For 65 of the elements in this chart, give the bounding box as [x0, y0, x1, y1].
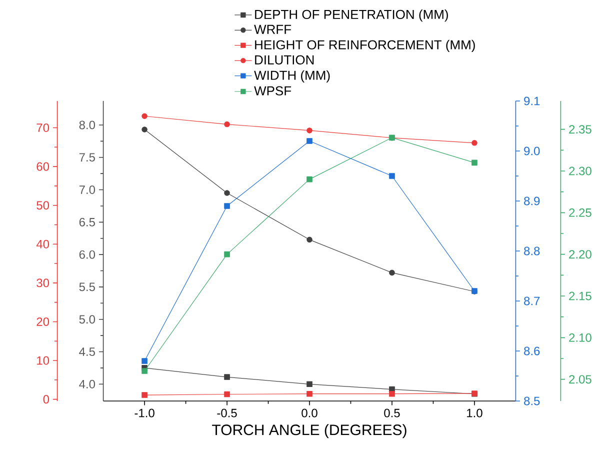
y2-tick-label: 8.9 [524, 196, 540, 206]
legend-label: WPSF [254, 86, 292, 96]
y-tick-label: 2.05 [569, 375, 592, 384]
legend-label: WRFF [254, 24, 292, 34]
y-tick-label: 4.0 [79, 380, 96, 388]
point [306, 236, 312, 243]
y2-tick-label: 9.1 [524, 96, 540, 106]
x-tick-label: 0.0 [302, 408, 318, 418]
y-tick-label: 2.35 [569, 125, 592, 134]
x-tick-label: 1.0 [467, 408, 482, 418]
point [224, 391, 230, 398]
point [306, 128, 312, 134]
y2-tick-label: 9.0 [524, 146, 540, 156]
point [224, 374, 230, 380]
y3-tick-label: 30 [36, 278, 50, 288]
point [472, 160, 478, 166]
x-tick-label: 0.5 [384, 408, 400, 418]
point [224, 190, 230, 196]
y-tick-label: 6.5 [79, 218, 95, 226]
y2-tick-label: 8.7 [524, 296, 540, 306]
y2-tick-label: 8.8 [524, 246, 540, 256]
y3-tick-label: 50 [36, 201, 50, 210]
y-tick-label: 8.0 [79, 120, 96, 130]
y2-tick-label: 8.5 [524, 396, 540, 406]
point [142, 358, 148, 364]
y3-tick-label: 40 [36, 240, 50, 248]
x-axis-title: TORCH ANGLE (DEGREES) [212, 424, 406, 438]
y-tick-label: 7.5 [79, 153, 95, 162]
point [142, 392, 148, 398]
y3-tick-label: 20 [36, 317, 50, 326]
point [389, 270, 395, 276]
x-tick-label: -0.5 [217, 408, 237, 418]
point [142, 368, 148, 374]
y3-tick-label: 60 [36, 162, 50, 171]
y-tick-label: 2.15 [569, 292, 592, 300]
y-tick-label: 2.30 [569, 166, 592, 176]
y-tick-label: 6.0 [79, 250, 96, 259]
y-tick-label: 2.10 [569, 333, 592, 342]
y-tick-label: 4.5 [79, 348, 95, 356]
legend-label: WIDTH (MM) [254, 70, 330, 82]
y3-tick-label: 70 [36, 124, 50, 132]
point [224, 203, 230, 209]
point [224, 251, 230, 258]
point [142, 113, 148, 120]
legend-label: DEPTH OF PENETRATION (MM) [255, 10, 448, 22]
y-tick-label: 5.5 [79, 282, 95, 292]
y-tick-label: 2.25 [569, 208, 592, 217]
point [306, 138, 312, 144]
point [472, 140, 478, 146]
point [224, 121, 230, 128]
y-tick-label: 2.20 [569, 250, 592, 259]
y2-tick-label: 8.6 [524, 346, 540, 356]
legend-label: HEIGHT OF REINFORCEMENT (MM) [255, 40, 475, 52]
point [389, 173, 395, 179]
x-tick-label: -1.0 [134, 408, 154, 418]
legend-label: DILUTION [255, 55, 314, 64]
y3-tick-label: 0 [43, 395, 50, 404]
point [306, 390, 312, 397]
point [306, 381, 312, 388]
point [142, 126, 148, 132]
y-tick-label: 5.0 [79, 315, 96, 324]
y-tick-label: 7.0 [79, 186, 96, 194]
y3-tick-label: 10 [37, 356, 50, 365]
point [389, 390, 395, 397]
point [306, 176, 312, 182]
